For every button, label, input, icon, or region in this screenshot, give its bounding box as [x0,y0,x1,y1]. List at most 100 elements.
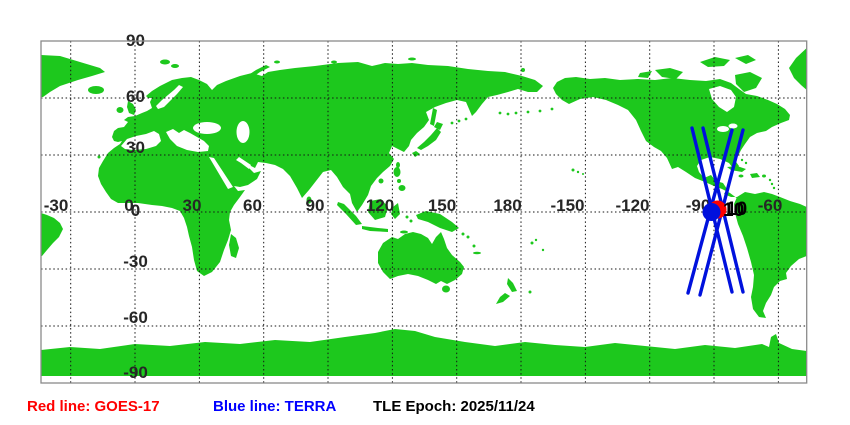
island-franz-josef [274,60,280,64]
island-iceland [88,86,104,94]
island-new-siberian [408,57,416,61]
longitude-label: 30 [183,196,202,215]
legend-red-line-goes17: Red line: GOES-17 [27,398,160,415]
island-fiji-1 [530,241,534,245]
island-queen-elizabeth [735,55,756,64]
island-jamaica [738,174,744,178]
island-bahamas-2 [744,161,748,165]
longitude-label: -150 [550,196,584,215]
island-madagascar [229,234,239,258]
track-time-label: 10 [723,200,744,221]
island-solomon-2 [466,235,470,239]
island-fiji-2 [534,238,538,242]
island-puerto-rico [762,174,766,178]
island-sulawesi [391,203,400,219]
red-sea [209,157,233,189]
island-hawaii-2 [576,170,580,174]
caspian-sea [236,121,250,143]
island-ireland [116,107,124,113]
island-bahamas-1 [740,158,744,162]
island-nz-north [507,278,517,292]
island-svalbard-2 [171,64,179,68]
world-map-land [41,48,807,376]
island-antilles-2 [770,182,774,186]
aleutian-1 [498,111,502,115]
axis-label-layer: -30 0 30 60 90 120 150 180 -150 -120 -90 -609060300… [44,31,783,382]
landmass-brazil-east [41,213,63,256]
aleutian-2 [506,112,510,116]
island-ellesmere [700,57,730,67]
island-sri-lanka [306,196,312,204]
kuril-2 [457,119,461,123]
island-java [362,226,388,232]
island-novaya-zemlya [247,65,270,79]
latitude-label: 0 [131,201,140,220]
latitude-label: -90 [123,363,148,382]
island-mindanao [398,185,406,191]
great-lakes-east [728,123,738,129]
black-sea [193,122,221,134]
island-new-caledonia [473,251,481,255]
island-victoria [655,68,683,79]
island-sumatra [337,202,362,225]
longitude-label: 120 [366,196,394,215]
island-timor [400,230,408,234]
island-hainan [378,178,384,184]
longitude-label: 90 [306,196,325,215]
latitude-label: 30 [126,138,145,157]
island-severnaya [331,60,337,64]
longitude-label: 180 [493,196,521,215]
longitude-label: -120 [615,196,649,215]
island-borneo [368,199,388,220]
island-nz-south [496,293,510,304]
island-sakhalin [430,108,437,126]
island-luzon [393,167,401,177]
island-honshu [417,128,441,150]
greenland-east [41,55,105,97]
hudson-bay [709,86,736,112]
latitude-label: 60 [126,87,145,106]
landmass-eurafrica [98,62,543,276]
legend: Red line: GOES-17 Blue line: TERRA TLE E… [0,398,850,420]
great-lakes [717,126,729,132]
island-tasmania [442,285,450,293]
island-antilles-3 [772,186,776,190]
island-britain [127,101,136,115]
baltic-sea [156,85,183,109]
landmass-north-america [553,77,790,200]
island-vanuatu [472,244,476,248]
aleutian-6 [550,107,554,111]
grid-layer [41,41,807,383]
aleutian-4 [526,110,530,114]
greenland-west [789,48,807,90]
landmass-south-america [734,192,807,318]
island-hawaii-3 [582,173,584,175]
island-svalbard [160,59,170,65]
island-hispaniola [750,173,760,178]
persian-gulf [236,157,251,169]
island-kyushu [412,151,420,157]
island-canary [97,155,101,159]
longitude-label: -30 [44,196,69,215]
kuril-3 [450,121,454,125]
legend-tle-epoch: TLE Epoch: 2025/11/24 [373,398,535,415]
island-hawaii-1 [571,168,575,172]
island-pacific-1 [541,248,545,252]
longitude-label: 150 [428,196,456,215]
island-solomon-1 [461,232,465,236]
island-moluccas-1 [405,215,409,219]
aleutian-5 [538,109,542,113]
island-visayas [397,179,401,183]
island-banks [638,71,652,78]
latitude-label: -30 [123,252,148,271]
landmass-australia [378,232,464,284]
track-time-label-overlap: 10 [726,199,747,220]
mediterranean-west [121,131,161,150]
aleutian-3 [514,111,518,115]
island-new-guinea [416,211,459,232]
island-baffin [735,72,762,92]
longitude-label: -60 [758,196,783,215]
map-frame [40,40,808,384]
